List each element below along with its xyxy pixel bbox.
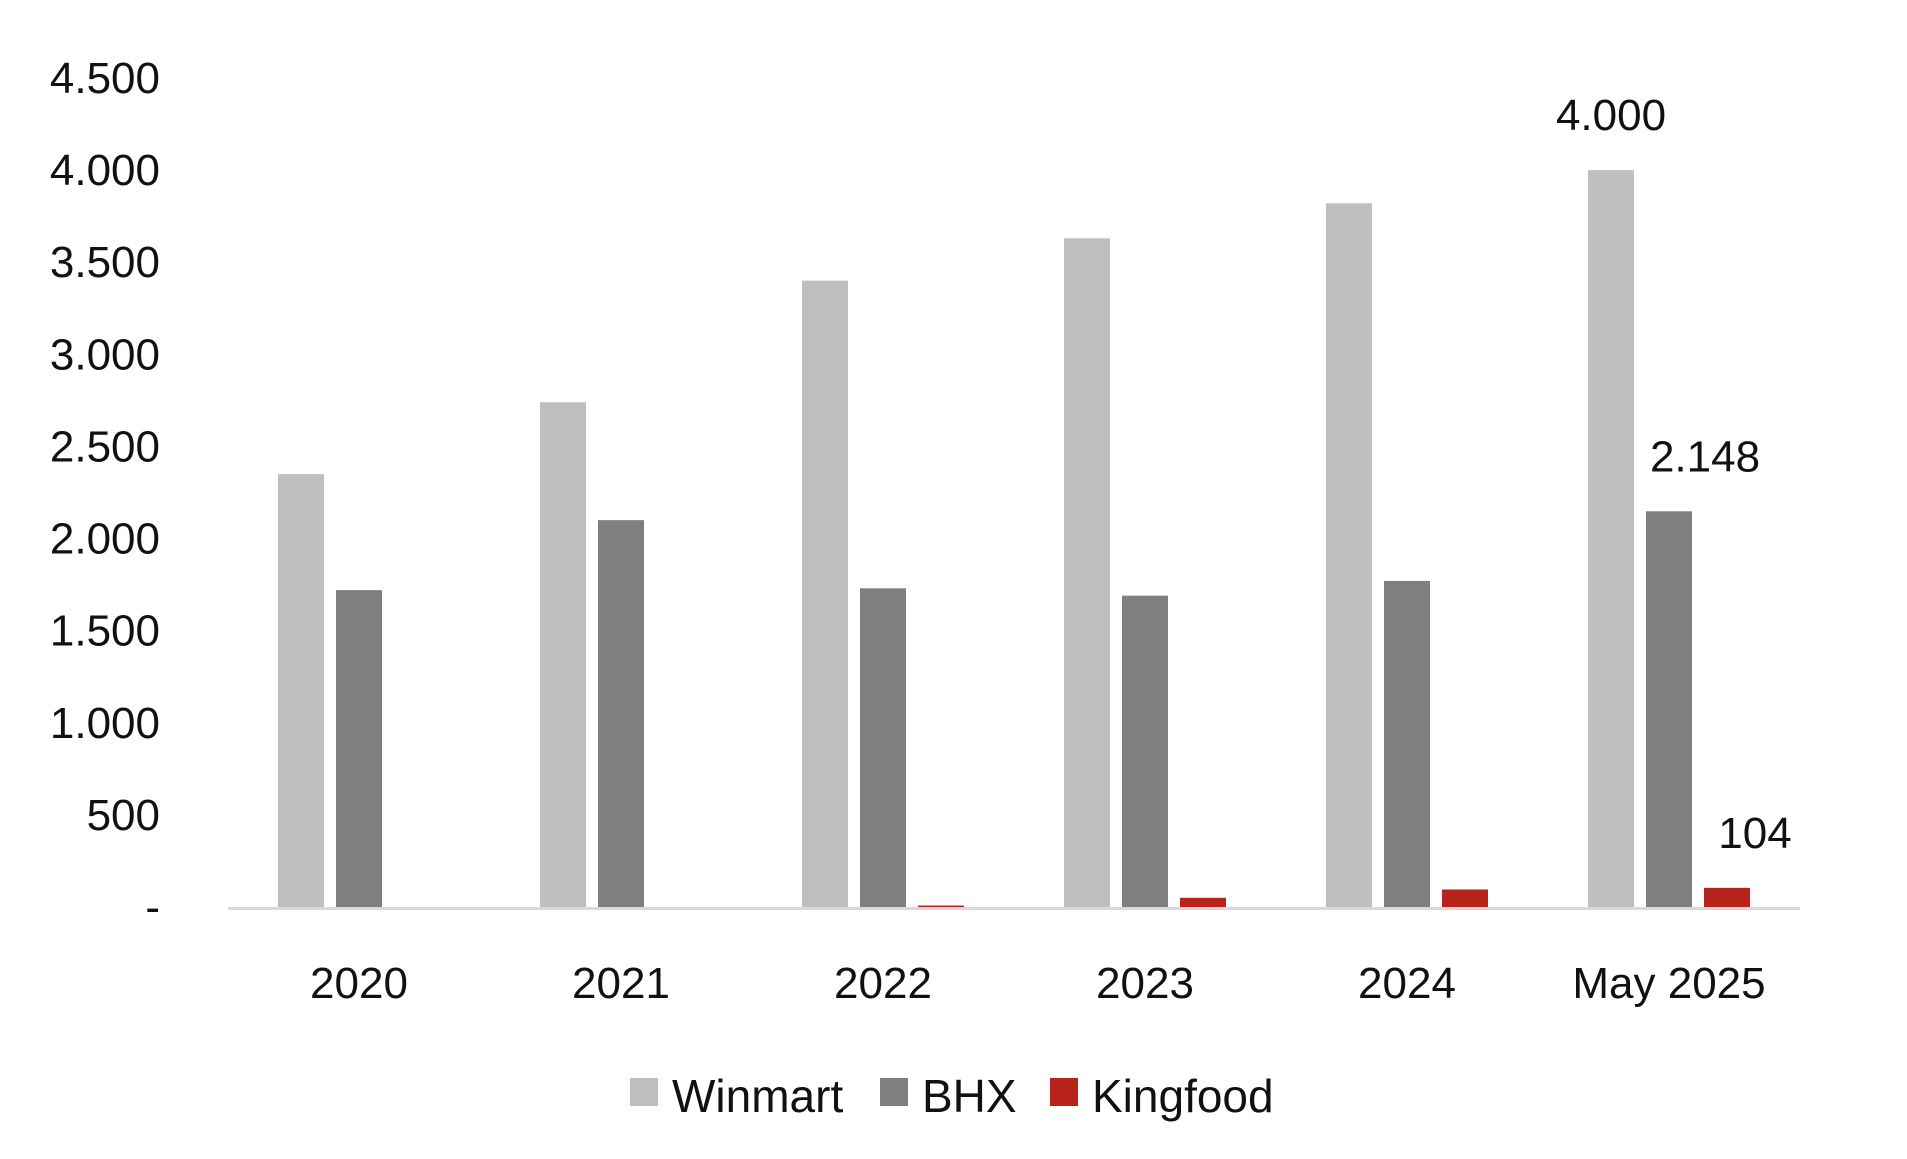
y-tick-label: 1.000 xyxy=(50,699,160,748)
bar-bhx-2022 xyxy=(860,588,906,907)
legend-swatch-kingfood xyxy=(1050,1078,1078,1106)
bar-kingfood-2022 xyxy=(918,905,964,907)
y-tick-label: 3.500 xyxy=(50,238,160,287)
bar-bhx-2020 xyxy=(336,590,382,907)
y-tick-label: 2.000 xyxy=(50,515,160,564)
x-tick-label: 2024 xyxy=(1358,959,1456,1008)
y-tick-label: - xyxy=(145,883,160,932)
y-tick-label: 4.000 xyxy=(50,146,160,195)
y-tick-label: 4.500 xyxy=(50,54,160,103)
data-label-bhx: 2.148 xyxy=(1650,432,1760,481)
bar-bhx-may-2025 xyxy=(1646,511,1692,907)
data-label-kingfood: 104 xyxy=(1718,809,1791,858)
bar-winmart-2020 xyxy=(278,474,324,907)
y-tick-label: 1.500 xyxy=(50,607,160,656)
legend: Winmart BHX Kingfood xyxy=(630,1070,1274,1122)
bar-bhx-2024 xyxy=(1384,580,1430,907)
y-tick-label: 3.000 xyxy=(50,330,160,379)
data-label-winmart: 4.000 xyxy=(1556,91,1666,140)
legend-label-kingfood: Kingfood xyxy=(1092,1070,1274,1122)
bar-winmart-2022 xyxy=(802,280,848,908)
bar-winmart-2023 xyxy=(1064,238,1110,908)
bar-bhx-2021 xyxy=(598,520,644,907)
legend-label-winmart: Winmart xyxy=(672,1070,843,1122)
bar-winmart-2021 xyxy=(540,402,586,907)
legend-swatch-bhx xyxy=(880,1078,908,1106)
x-tick-label: 2021 xyxy=(572,959,670,1008)
legend-label-bhx: BHX xyxy=(922,1070,1017,1122)
data-labels-group: 4.000 2.148 104 xyxy=(1556,91,1792,858)
bar-kingfood-2023 xyxy=(1180,897,1226,907)
bar-winmart-may-2025 xyxy=(1588,170,1634,908)
bar-kingfood-may-2025 xyxy=(1704,887,1750,907)
x-tick-label: 2023 xyxy=(1096,959,1194,1008)
bars-group xyxy=(278,170,1750,908)
x-tick-label: 2020 xyxy=(310,959,408,1008)
bar-winmart-2024 xyxy=(1326,203,1372,907)
x-tick-label: May 2025 xyxy=(1572,959,1765,1008)
y-axis: - 500 1.000 1.500 2.000 2.500 3.000 3.500 4.000 4… xyxy=(50,54,160,932)
bar-bhx-2023 xyxy=(1122,595,1168,907)
x-tick-label: 2022 xyxy=(834,959,932,1008)
bar-kingfood-2024 xyxy=(1442,889,1488,907)
y-tick-label: 2.500 xyxy=(50,422,160,471)
legend-swatch-winmart xyxy=(630,1078,658,1106)
y-tick-label: 500 xyxy=(87,791,160,840)
x-axis: 2020 2021 2022 2023 2024 May 2025 xyxy=(228,907,1800,1008)
